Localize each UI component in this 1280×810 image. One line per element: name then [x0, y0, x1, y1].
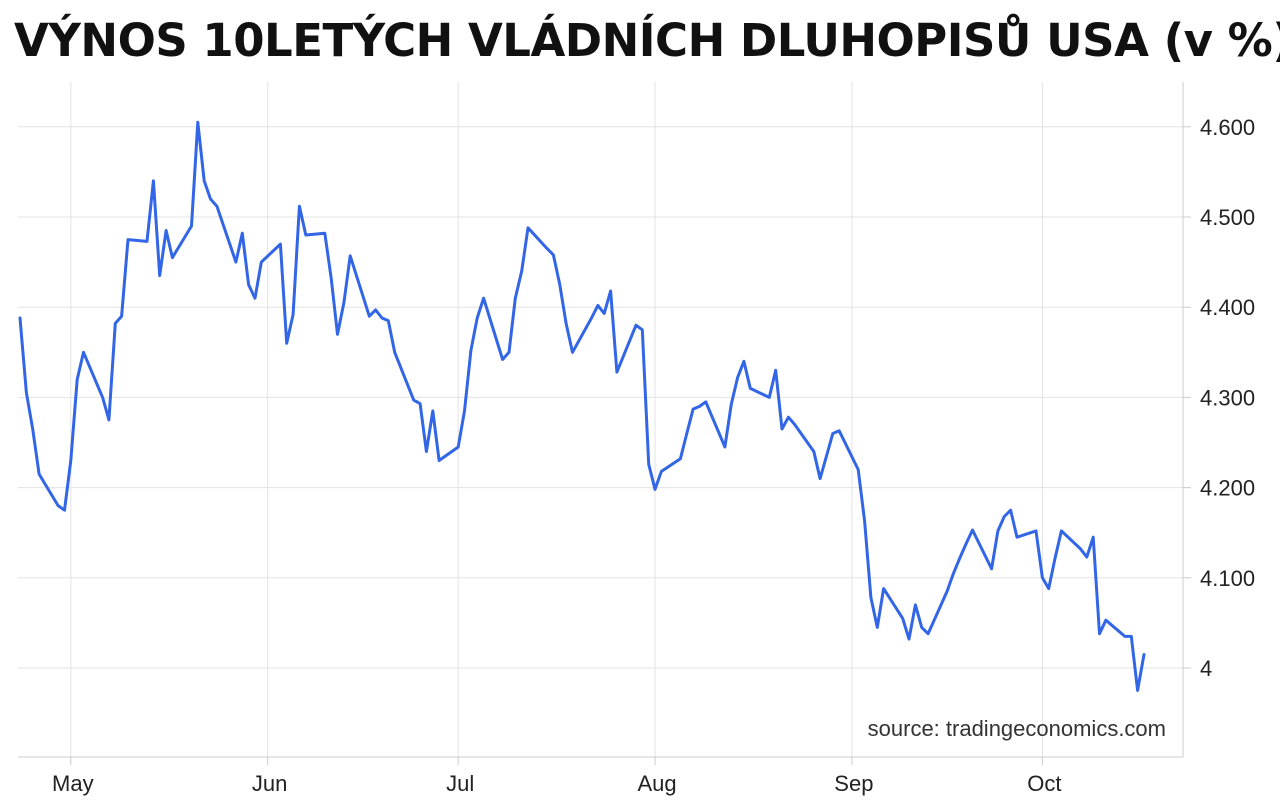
y-tick-label: 4.600 [1200, 115, 1255, 140]
x-tick-label: May [52, 771, 94, 796]
x-gridlines [70, 82, 1043, 757]
chart-title: VÝNOS 10LETÝCH VLÁDNÍCH DLUHOPISŮ USA (v… [14, 14, 1280, 67]
y-tick-label: 4.300 [1200, 385, 1255, 410]
y-tick-label: 4.400 [1200, 295, 1255, 320]
y-tick-label: 4.200 [1200, 476, 1255, 501]
x-tick-label: Jul [446, 771, 474, 796]
x-tick-label: Jun [252, 771, 287, 796]
x-tick-label: Oct [1027, 771, 1061, 796]
y-tick-label: 4.500 [1200, 205, 1255, 230]
y-axis-labels: 4 4.100 4.200 4.300 4.400 4.500 4.600 [1200, 115, 1255, 681]
y-gridlines [18, 126, 1183, 669]
y-tick-label: 4 [1200, 656, 1212, 681]
yield-line [18, 120, 1146, 692]
x-tick-label: Sep [834, 771, 873, 796]
x-tick-label: Aug [637, 771, 676, 796]
axes [18, 82, 1191, 765]
series-layer [18, 120, 1146, 692]
source-note: source: tradingeconomics.com [868, 716, 1166, 741]
x-axis-labels: May Jun Jul Aug Sep Oct [52, 771, 1061, 796]
y-tick-label: 4.100 [1200, 566, 1255, 591]
